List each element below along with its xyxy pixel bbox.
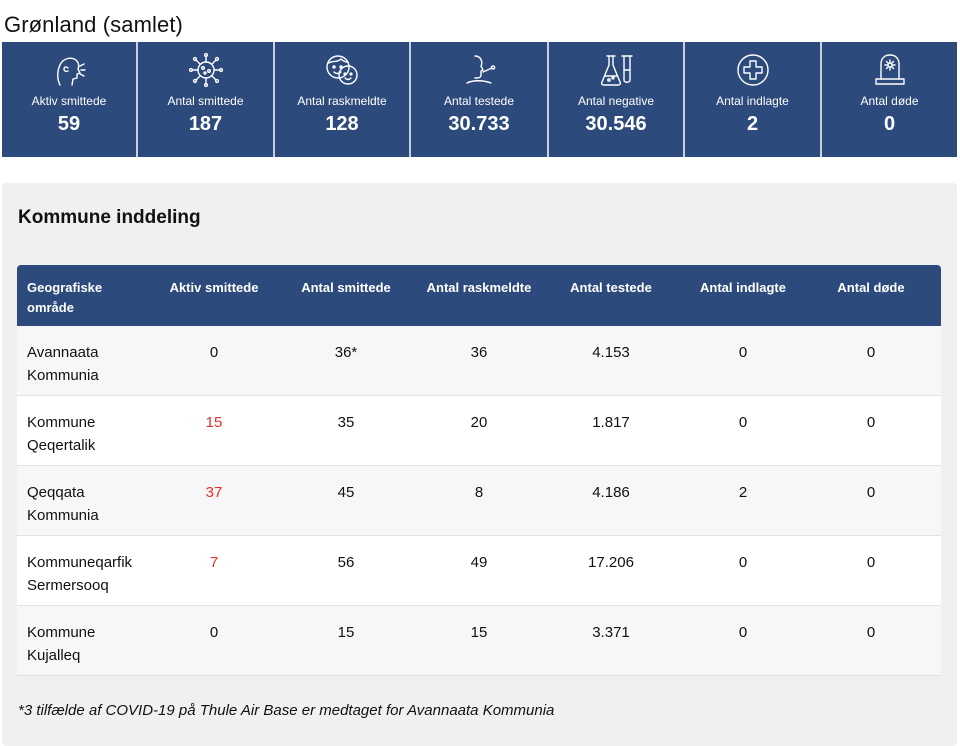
cell-deaths: 0: [866, 554, 876, 571]
medical-cross-icon: [733, 52, 773, 88]
cell-recovered: 36: [470, 344, 488, 361]
cell-tested: 4.153: [592, 344, 630, 361]
kommune-panel: Kommune inddeling Geografiske område Akt…: [2, 183, 957, 746]
cell-hospitalized: 2: [738, 484, 748, 501]
area-name-line1: Qeqqata: [27, 484, 85, 501]
cell-recovered: 49: [470, 554, 488, 571]
cell-infected: 35: [337, 414, 355, 431]
stat-label: Antal negative: [577, 94, 655, 108]
footnote: *3 tilfælde af COVID-19 på Thule Air Bas…: [18, 702, 555, 719]
cell-tested: 1.817: [592, 414, 630, 431]
cell-recovered: 15: [470, 624, 488, 641]
stat-label: Antal indlagte: [716, 94, 789, 108]
summary-stats-bar: Aktiv smittede 59 Antal smittede 187: [2, 42, 957, 157]
cell-tested: 4.186: [592, 484, 630, 501]
col-header-active: Aktiv smittede: [169, 280, 259, 295]
cell-deaths: 0: [866, 484, 876, 501]
table-row: Kommune Qeqertalik 15 35 20 1.817 0 0: [17, 396, 941, 466]
col-header-area-line2: område: [27, 300, 74, 315]
area-name-line2: Qeqertalik: [27, 437, 96, 454]
stat-tested: Antal testede 30.733: [411, 42, 549, 157]
cell-hospitalized: 0: [738, 414, 748, 431]
table-row: Avannaata Kommunia 0 36* 36 4.153 0 0: [17, 326, 941, 396]
cell-tested: 17.206: [588, 554, 634, 571]
stat-active-infected: Aktiv smittede 59: [2, 42, 138, 157]
cell-deaths: 0: [866, 624, 876, 641]
cell-recovered: 8: [474, 484, 484, 501]
cell-recovered: 20: [470, 414, 488, 431]
stat-hospitalized: Antal indlagte 2: [685, 42, 822, 157]
table-body: Avannaata Kommunia 0 36* 36 4.153 0 0 Ko…: [17, 326, 941, 676]
stat-total-infected: Antal smittede 187: [138, 42, 275, 157]
kommune-table: Geografiske område Aktiv smittede Antal …: [17, 265, 941, 676]
recovered-faces-icon: [322, 52, 362, 88]
stat-label: Antal smittede: [167, 94, 244, 108]
stat-label: Antal døde: [860, 94, 919, 108]
stat-value: 0: [883, 113, 896, 135]
stat-label: Antal testede: [443, 94, 515, 108]
col-header-hospitalized: Antal indlagte: [700, 280, 786, 295]
cell-hospitalized: 0: [738, 624, 748, 641]
area-name-line1: Kommuneqarfik: [27, 554, 133, 571]
cell-active: 7: [209, 554, 219, 571]
stat-value: 128: [325, 113, 359, 135]
table-row: Qeqqata Kommunia 37 45 8 4.186 2 0: [17, 466, 941, 536]
cell-area: Avannaata Kommunia: [17, 326, 157, 395]
page-title: Grønland (samlet): [4, 12, 183, 37]
table-row: Kommuneqarfik Sermersooq 7 56 49 17.206 …: [17, 536, 941, 606]
table-header: Geografiske område Aktiv smittede Antal …: [17, 265, 941, 326]
stat-value: 30.733: [448, 113, 510, 135]
lab-flask-icon: [596, 52, 636, 88]
cell-area: Kommune Kujalleq: [17, 606, 157, 675]
stat-deaths: Antal døde 0: [822, 42, 957, 157]
cell-deaths: 0: [866, 344, 876, 361]
cell-area: Kommune Qeqertalik: [17, 396, 157, 465]
table-row: Kommune Kujalleq 0 15 15 3.371 0 0: [17, 606, 941, 676]
stat-value: 30.546: [585, 113, 647, 135]
area-name-line2: Kommunia: [27, 507, 99, 524]
col-header-recovered: Antal raskmeldte: [426, 280, 532, 295]
stat-value: 59: [57, 113, 81, 135]
test-swab-icon: [459, 52, 499, 88]
col-header-area: Geografiske område: [17, 265, 157, 326]
col-header-tested: Antal testede: [570, 280, 652, 295]
col-header-infected: Antal smittede: [301, 280, 391, 295]
stat-recovered: Antal raskmeldte 128: [275, 42, 411, 157]
col-header-area-line1: Geografiske: [27, 280, 103, 295]
area-name-line1: Avannaata: [27, 344, 99, 361]
stat-value: 2: [746, 113, 759, 135]
stat-label: Antal raskmeldte: [297, 94, 387, 108]
section-title: Kommune inddeling: [18, 207, 201, 228]
cell-infected: 15: [337, 624, 355, 641]
cell-active: 15: [205, 414, 223, 431]
cell-infected: 45: [337, 484, 355, 501]
stat-negative: Antal negative 30.546: [549, 42, 685, 157]
area-name-line1: Kommune: [27, 624, 96, 641]
virus-icon: [186, 52, 226, 88]
cell-deaths: 0: [866, 414, 876, 431]
cell-active: 0: [209, 344, 219, 361]
area-name-line2: Kujalleq: [27, 647, 81, 664]
stat-label: Aktiv smittede: [31, 94, 107, 108]
cell-hospitalized: 0: [738, 344, 748, 361]
area-name-line1: Kommune: [27, 414, 96, 431]
cell-area: Kommuneqarfik Sermersooq: [17, 536, 157, 605]
cell-area: Qeqqata Kommunia: [17, 466, 157, 535]
gravestone-icon: [870, 52, 910, 88]
area-name-line2: Sermersooq: [27, 577, 109, 594]
area-name-line2: Kommunia: [27, 367, 99, 384]
cell-active: 37: [205, 484, 223, 501]
cell-infected: 56: [337, 554, 355, 571]
cell-tested: 3.371: [592, 624, 630, 641]
cell-hospitalized: 0: [738, 554, 748, 571]
cell-infected: 36*: [334, 344, 358, 361]
col-header-deaths: Antal døde: [837, 280, 905, 295]
cell-active: 0: [209, 624, 219, 641]
stat-value: 187: [188, 113, 223, 135]
cough-person-icon: [49, 52, 89, 88]
